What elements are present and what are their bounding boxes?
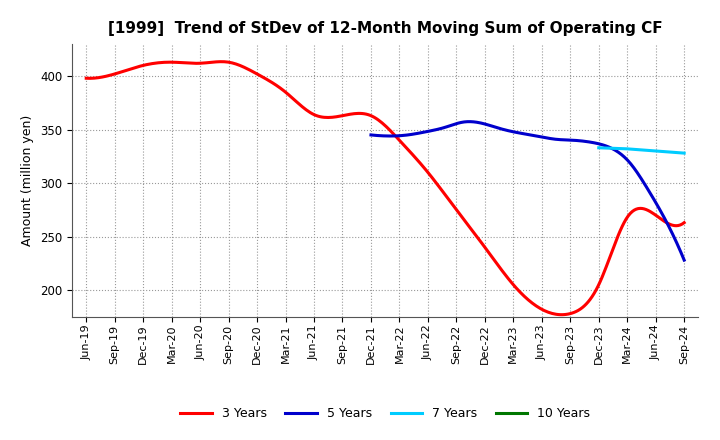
5 Years xyxy=(465,119,474,124)
3 Years xyxy=(680,220,688,225)
3 Years xyxy=(628,209,636,214)
7 Years xyxy=(652,148,660,154)
3 Years xyxy=(82,76,91,81)
5 Years xyxy=(368,132,377,138)
5 Years xyxy=(631,168,640,173)
Line: 5 Years: 5 Years xyxy=(371,121,684,260)
5 Years xyxy=(559,137,568,143)
3 Years xyxy=(440,191,449,196)
Title: [1999]  Trend of StDev of 12-Month Moving Sum of Operating CF: [1999] Trend of StDev of 12-Month Moving… xyxy=(108,21,662,36)
7 Years xyxy=(595,145,603,150)
7 Years xyxy=(680,150,688,156)
5 Years xyxy=(366,132,375,138)
Line: 7 Years: 7 Years xyxy=(599,148,684,153)
5 Years xyxy=(652,200,660,205)
5 Years xyxy=(554,137,563,142)
Line: 3 Years: 3 Years xyxy=(86,62,684,315)
3 Years xyxy=(218,59,227,64)
3 Years xyxy=(450,204,459,209)
5 Years xyxy=(553,137,562,142)
Legend: 3 Years, 5 Years, 7 Years, 10 Years: 3 Years, 5 Years, 7 Years, 10 Years xyxy=(176,402,595,425)
7 Years xyxy=(623,146,631,151)
5 Years xyxy=(680,257,688,263)
Y-axis label: Amount (million yen): Amount (million yen) xyxy=(22,115,35,246)
3 Years xyxy=(590,291,598,296)
3 Years xyxy=(438,188,446,194)
3 Years xyxy=(84,76,93,81)
3 Years xyxy=(558,312,567,317)
